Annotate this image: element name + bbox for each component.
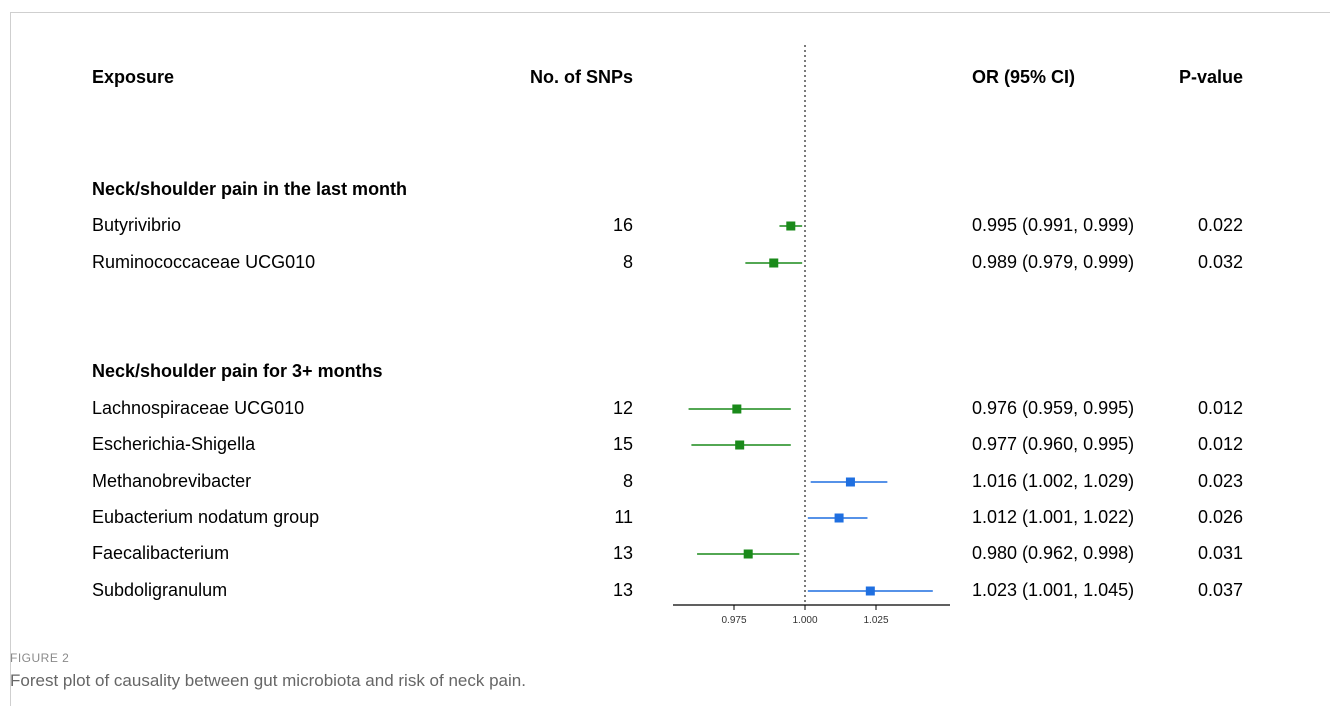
header-nsnps: No. of SNPs xyxy=(529,67,633,87)
x-axis-tick-label: 1.000 xyxy=(792,615,817,626)
row-exposure: Lachnospiraceae UCG010 xyxy=(92,398,305,418)
row-nsnps: 13 xyxy=(612,543,633,563)
or-point xyxy=(732,404,742,414)
row-nsnps: 13 xyxy=(612,580,633,600)
or-point xyxy=(769,258,779,268)
row-nsnps: 16 xyxy=(612,215,633,235)
row-nsnps: 11 xyxy=(614,507,633,527)
frame-left-border xyxy=(10,12,11,706)
row-pvalue: 0.026 xyxy=(1197,507,1243,527)
or-point xyxy=(845,477,855,487)
row-pvalue: 0.012 xyxy=(1197,434,1243,454)
or-point xyxy=(735,440,745,450)
row-or-ci: 1.016 (1.002, 1.029) xyxy=(972,471,1135,491)
row-exposure: Faecalibacterium xyxy=(92,543,230,563)
row-pvalue: 0.037 xyxy=(1197,580,1243,600)
row-or-ci: 1.023 (1.001, 1.045) xyxy=(972,580,1135,600)
row-pvalue: 0.012 xyxy=(1197,398,1243,418)
group-title-3-months: Neck/shoulder pain for 3+ months xyxy=(92,361,383,381)
x-axis-tick-label: 0.975 xyxy=(721,615,746,626)
row-or-ci: 0.989 (0.979, 0.999) xyxy=(972,252,1135,272)
or-point xyxy=(834,513,844,523)
row-exposure: Subdoligranulum xyxy=(92,580,228,600)
row-pvalue: 0.023 xyxy=(1197,471,1243,491)
row-or-ci: 0.976 (0.959, 0.995) xyxy=(972,398,1135,418)
figure-caption: Forest plot of causality between gut mic… xyxy=(10,671,526,690)
row-exposure: Butyrivibrio xyxy=(92,215,182,235)
row-pvalue: 0.032 xyxy=(1197,252,1243,272)
or-point xyxy=(865,586,875,596)
row-nsnps: 15 xyxy=(612,434,633,454)
row-or-ci: 0.980 (0.962, 0.998) xyxy=(972,543,1135,563)
figure-label: FIGURE 2 xyxy=(10,651,70,665)
group-title-last-month: Neck/shoulder pain in the last month xyxy=(92,179,408,199)
or-point xyxy=(743,549,753,559)
header-or: OR (95% CI) xyxy=(972,67,1076,87)
row-or-ci: 0.977 (0.960, 0.995) xyxy=(972,434,1135,454)
row-nsnps: 8 xyxy=(622,471,633,491)
frame-top-border xyxy=(10,12,1330,13)
x-axis-tick-label: 1.025 xyxy=(863,615,888,626)
row-exposure: Eubacterium nodatum group xyxy=(92,507,320,527)
or-point xyxy=(786,221,796,231)
row-pvalue: 0.022 xyxy=(1197,215,1243,235)
row-nsnps: 8 xyxy=(622,252,633,272)
row-pvalue: 0.031 xyxy=(1197,543,1243,563)
row-nsnps: 12 xyxy=(612,398,633,418)
row-exposure: Escherichia-Shigella xyxy=(92,434,256,454)
row-or-ci: 1.012 (1.001, 1.022) xyxy=(972,507,1135,527)
row-or-ci: 0.995 (0.991, 0.999) xyxy=(972,215,1135,235)
row-exposure: Methanobrevibacter xyxy=(92,471,252,491)
row-exposure: Ruminococcaceae UCG010 xyxy=(92,252,316,272)
header-pvalue: P-value xyxy=(1178,67,1243,87)
header-exposure: Exposure xyxy=(92,67,175,87)
